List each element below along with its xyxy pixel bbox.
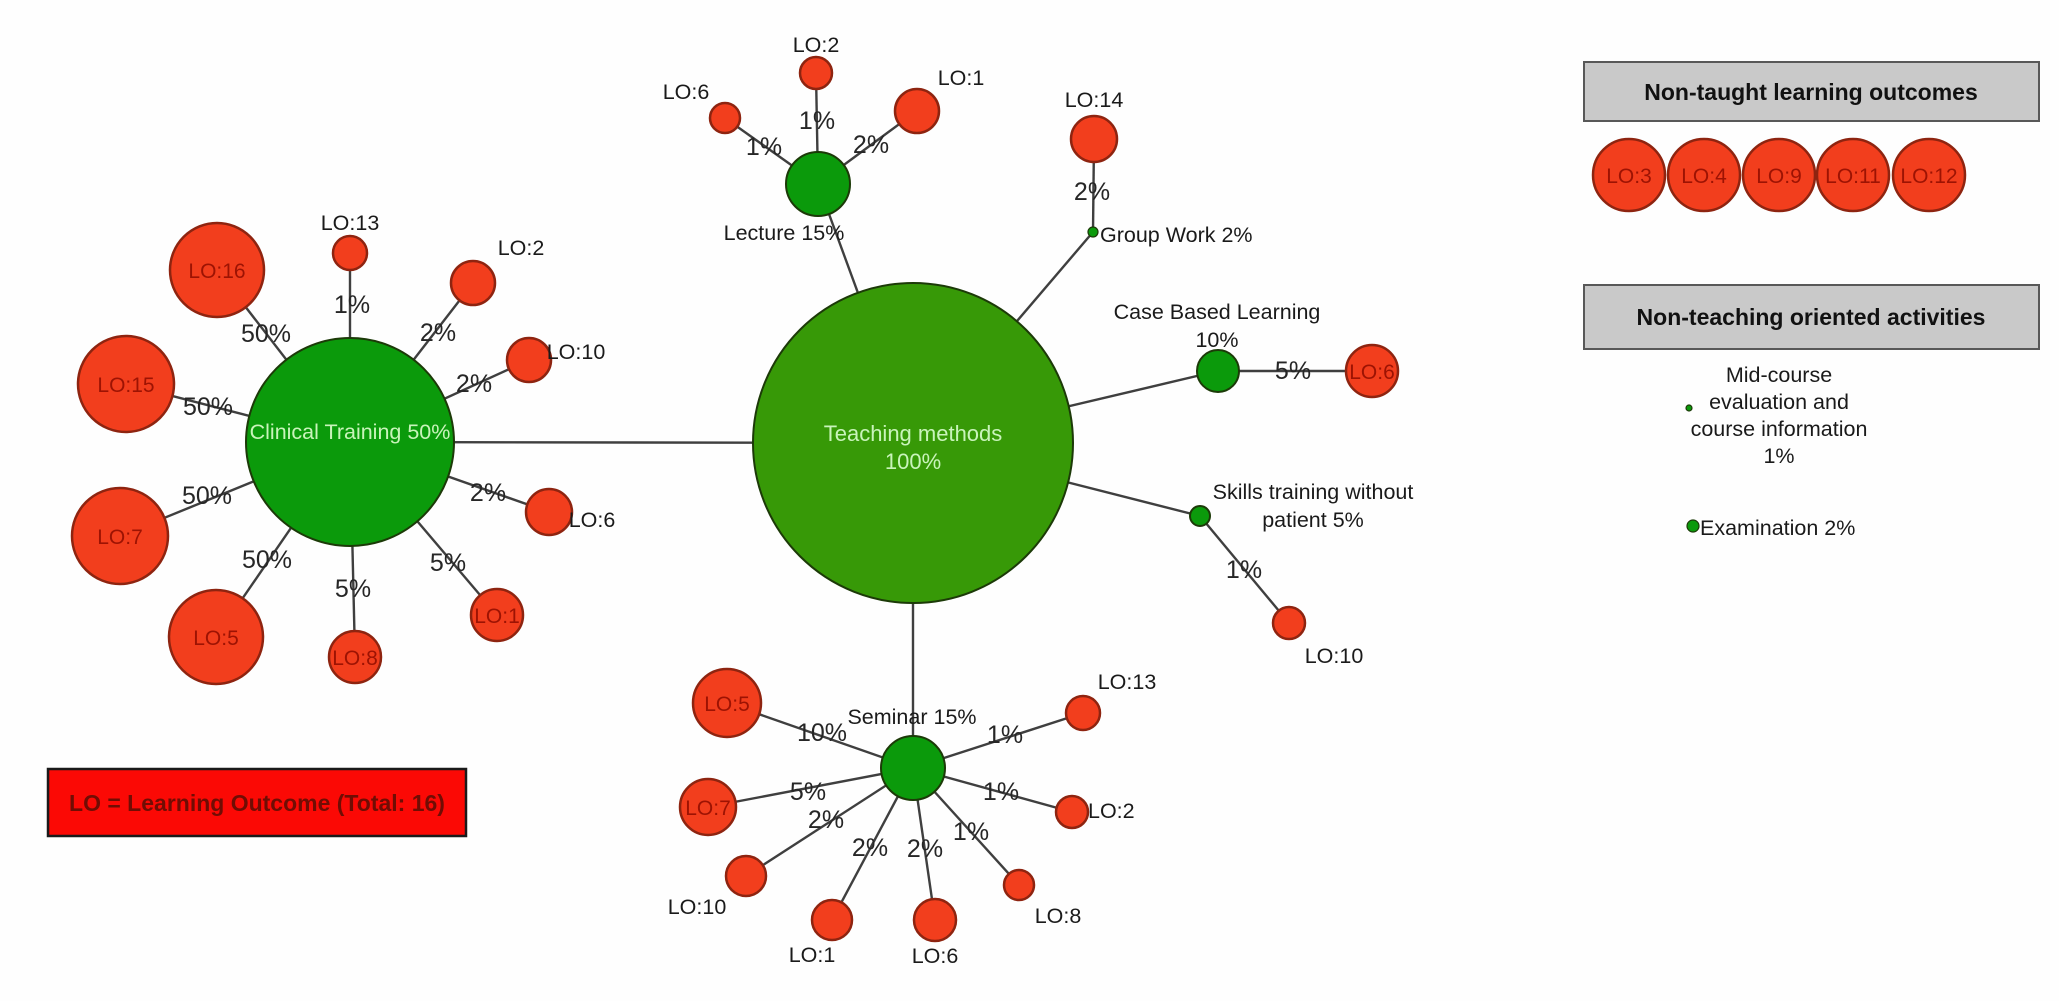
svg-text:LO:2: LO:2 — [498, 236, 545, 260]
svg-text:5%: 5% — [430, 549, 466, 577]
svg-text:10%: 10% — [1195, 328, 1238, 352]
svg-text:Examination 2%: Examination 2% — [1700, 516, 1855, 540]
svg-text:Lecture 15%: Lecture 15% — [724, 221, 845, 245]
svg-text:1%: 1% — [1226, 556, 1262, 584]
svg-text:2%: 2% — [470, 479, 506, 507]
svg-text:LO:5: LO:5 — [193, 627, 239, 650]
svg-text:Non-taught learning outcomes: Non-taught learning outcomes — [1644, 79, 1978, 105]
svg-text:2%: 2% — [456, 370, 492, 398]
svg-text:LO:13: LO:13 — [321, 211, 380, 235]
svg-text:LO:16: LO:16 — [188, 260, 245, 283]
svg-text:evaluation and: evaluation and — [1709, 390, 1849, 414]
svg-text:2%: 2% — [808, 806, 844, 834]
svg-text:50%: 50% — [183, 393, 233, 421]
svg-text:LO:8: LO:8 — [1035, 904, 1082, 928]
svg-text:LO:13: LO:13 — [1098, 670, 1157, 694]
svg-text:10%: 10% — [797, 719, 847, 747]
svg-text:LO:11: LO:11 — [1825, 165, 1881, 188]
svg-text:LO = Learning Outcome (Total:: LO = Learning Outcome (Total: 16) — [69, 790, 445, 816]
svg-text:5%: 5% — [1275, 357, 1311, 385]
svg-text:LO:7: LO:7 — [685, 797, 731, 820]
svg-text:Skills training without: Skills training without — [1213, 480, 1414, 504]
svg-text:LO:2: LO:2 — [793, 33, 840, 57]
svg-text:LO:1: LO:1 — [938, 66, 985, 90]
svg-text:LO:8: LO:8 — [332, 647, 378, 670]
svg-text:2%: 2% — [907, 835, 943, 863]
svg-text:Case Based Learning: Case Based Learning — [1114, 300, 1321, 324]
svg-text:LO:1: LO:1 — [474, 605, 520, 628]
svg-text:patient 5%: patient 5% — [1262, 508, 1364, 532]
svg-text:LO:4: LO:4 — [1681, 165, 1727, 188]
svg-text:1%: 1% — [334, 291, 370, 319]
svg-text:1%: 1% — [983, 778, 1019, 806]
svg-text:1%: 1% — [1763, 444, 1794, 468]
svg-text:LO:6: LO:6 — [663, 80, 710, 104]
svg-text:LO:7: LO:7 — [97, 526, 143, 549]
svg-text:100%: 100% — [885, 449, 941, 474]
svg-text:1%: 1% — [953, 818, 989, 846]
svg-text:LO:5: LO:5 — [704, 693, 750, 716]
svg-text:2%: 2% — [852, 834, 888, 862]
svg-text:5%: 5% — [790, 778, 826, 806]
svg-text:LO:10: LO:10 — [668, 895, 727, 919]
svg-text:LO:9: LO:9 — [1756, 165, 1802, 188]
svg-text:Seminar 15%: Seminar 15% — [847, 705, 976, 729]
svg-text:LO:1: LO:1 — [789, 943, 836, 967]
svg-text:Mid-course: Mid-course — [1726, 363, 1832, 387]
svg-text:LO:3: LO:3 — [1606, 165, 1652, 188]
svg-text:Teaching methods: Teaching methods — [824, 421, 1003, 446]
svg-text:50%: 50% — [241, 320, 291, 348]
svg-text:LO:10: LO:10 — [547, 340, 606, 364]
svg-text:1%: 1% — [799, 107, 835, 135]
svg-text:course information: course information — [1691, 417, 1868, 441]
svg-text:2%: 2% — [420, 319, 456, 347]
svg-text:LO:6: LO:6 — [569, 508, 616, 532]
svg-text:2%: 2% — [853, 131, 889, 159]
svg-text:50%: 50% — [182, 482, 232, 510]
svg-text:LO:2: LO:2 — [1088, 799, 1135, 823]
svg-text:LO:10: LO:10 — [1305, 644, 1364, 668]
svg-text:1%: 1% — [987, 721, 1023, 749]
svg-text:LO:15: LO:15 — [97, 374, 154, 397]
svg-text:50%: 50% — [242, 546, 292, 574]
svg-text:Non-teaching oriented activiti: Non-teaching oriented activities — [1637, 304, 1986, 330]
svg-text:LO:12: LO:12 — [1900, 165, 1957, 188]
svg-text:1%: 1% — [746, 133, 782, 161]
svg-text:LO:6: LO:6 — [1349, 361, 1395, 384]
svg-text:LO:14: LO:14 — [1065, 88, 1124, 112]
svg-text:5%: 5% — [335, 575, 371, 603]
svg-text:2%: 2% — [1074, 178, 1110, 206]
svg-text:Clinical Training 50%: Clinical Training 50% — [250, 420, 451, 444]
svg-text:LO:6: LO:6 — [912, 944, 959, 968]
svg-text:Group Work 2%: Group Work 2% — [1100, 223, 1253, 247]
